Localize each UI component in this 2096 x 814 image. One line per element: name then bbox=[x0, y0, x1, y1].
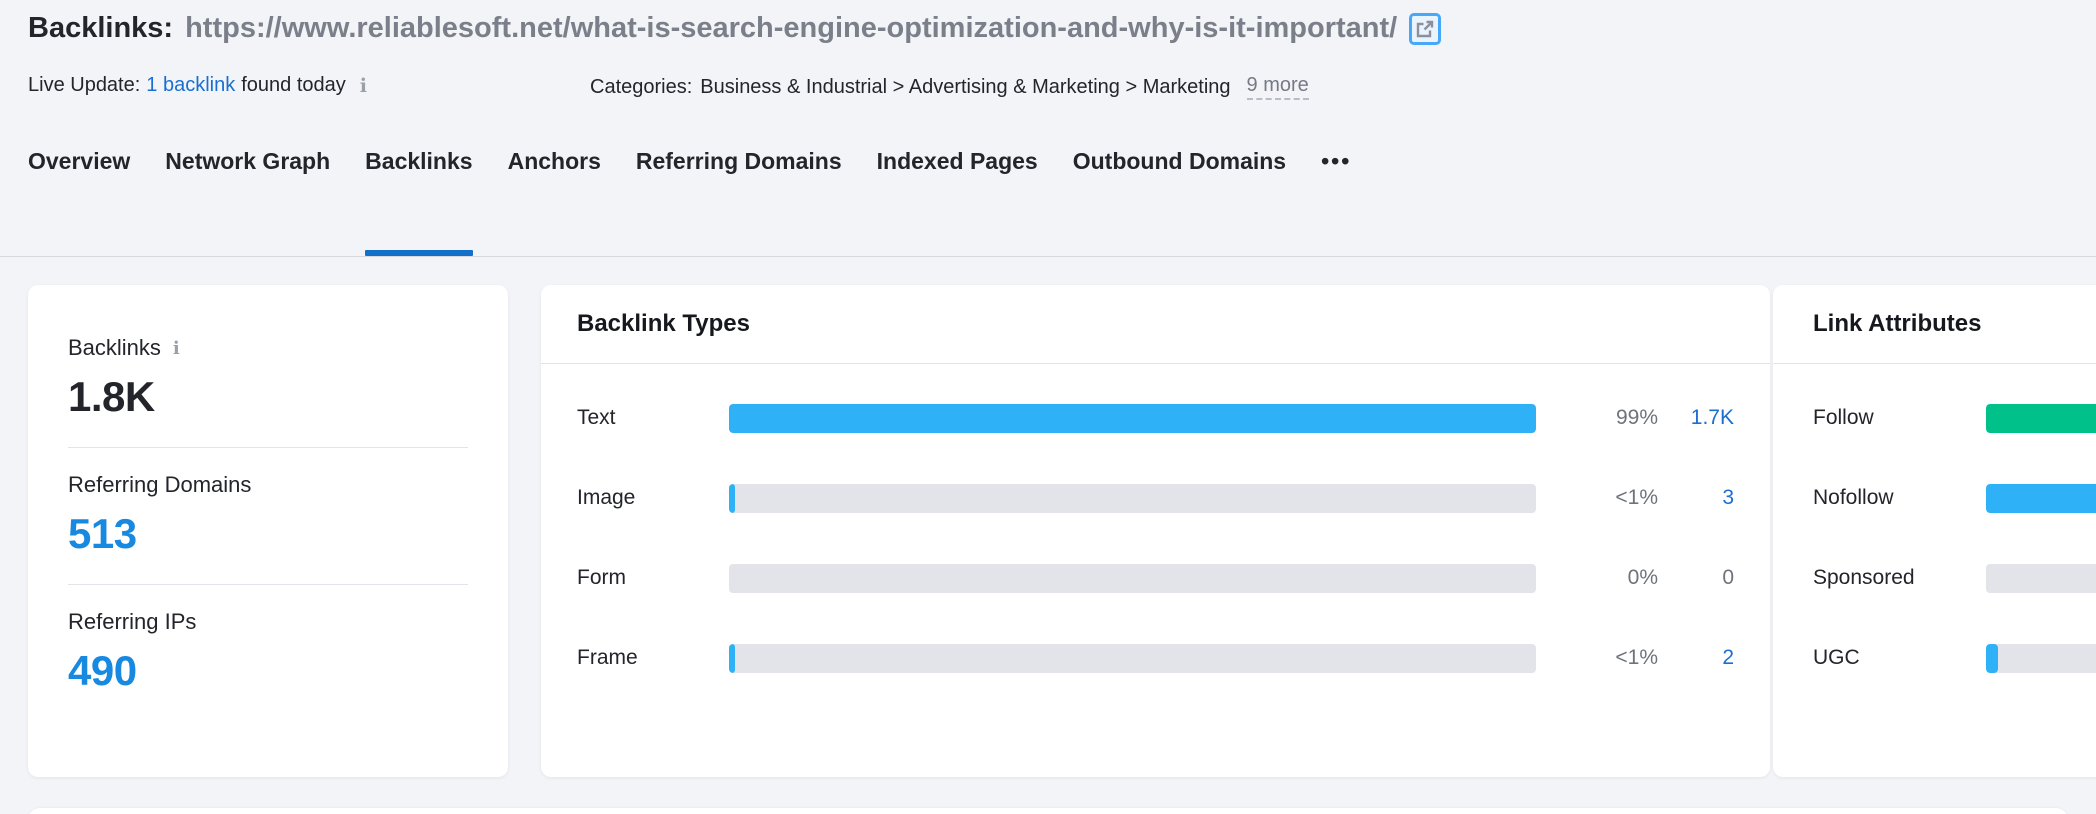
row-label: Frame bbox=[577, 646, 638, 669]
tabs-overflow-icon[interactable]: ••• bbox=[1321, 148, 1352, 174]
backlink-type-row-image: Image <1% 3 bbox=[577, 458, 1734, 538]
live-update-suffix: found today bbox=[241, 74, 346, 96]
bar-fill bbox=[1986, 403, 2096, 433]
next-section-card-sliver bbox=[28, 808, 2068, 814]
page-title: Backlinks: https://www.reliablesoft.net/… bbox=[28, 12, 1442, 45]
bar-track bbox=[1986, 643, 2096, 673]
row-label: Form bbox=[577, 566, 626, 589]
row-percent: 99% bbox=[1615, 406, 1658, 429]
row-label: Nofollow bbox=[1813, 486, 1894, 509]
row-value-link[interactable]: 3 bbox=[1722, 486, 1734, 509]
tab-network-graph[interactable]: Network Graph bbox=[165, 148, 331, 174]
bar-fill bbox=[729, 483, 736, 513]
tab-outbound-domains[interactable]: Outbound Domains bbox=[1072, 148, 1287, 174]
categories-line: Categories: Business & Industrial > Adve… bbox=[590, 74, 1309, 100]
row-label: Text bbox=[577, 406, 616, 429]
backlink-type-row-form: Form 0% 0 bbox=[577, 538, 1734, 618]
backlink-type-row-frame: Frame <1% 2 bbox=[577, 618, 1734, 698]
tab-referring-domains[interactable]: Referring Domains bbox=[635, 148, 842, 174]
metric-value-backlinks: 1.8K bbox=[68, 373, 155, 420]
row-label: Sponsored bbox=[1813, 566, 1915, 589]
divider bbox=[68, 447, 468, 448]
link-attr-row-ugc: UGC bbox=[1813, 618, 2096, 698]
bar-fill bbox=[729, 643, 736, 673]
row-value-link[interactable]: 1.7K bbox=[1690, 406, 1734, 429]
info-icon[interactable]: i bbox=[172, 337, 180, 359]
row-percent: 0% bbox=[1627, 566, 1658, 589]
backlink-types-body: Text 99% 1.7K Image <1% 3 Form bbox=[541, 364, 1770, 698]
row-label: Image bbox=[577, 486, 636, 509]
open-url-button[interactable] bbox=[1409, 12, 1442, 45]
page-title-label: Backlinks: bbox=[28, 12, 174, 44]
info-icon[interactable]: i bbox=[359, 74, 367, 97]
metric-label-text: Referring Domains bbox=[68, 472, 252, 497]
tabs-divider bbox=[0, 256, 2096, 257]
tab-indexed-pages[interactable]: Indexed Pages bbox=[876, 148, 1038, 174]
backlink-types-card: Backlink Types Text 99% 1.7K Image <1% 3… bbox=[541, 285, 1770, 777]
backlink-types-title: Backlink Types bbox=[541, 285, 1770, 364]
link-attributes-body: Follow Nofollow Sponsored UGC bbox=[1773, 364, 2096, 698]
external-link-icon bbox=[1417, 20, 1434, 37]
bar-track bbox=[729, 643, 1536, 673]
metric-value-referring-ips[interactable]: 490 bbox=[68, 647, 137, 694]
metric-label-referring-domains: Referring Domains bbox=[68, 472, 468, 498]
row-label: Follow bbox=[1813, 406, 1874, 429]
tab-overview[interactable]: Overview bbox=[28, 148, 131, 174]
tab-backlinks[interactable]: Backlinks bbox=[365, 148, 473, 256]
bar-track bbox=[1986, 563, 2096, 593]
metric-value-referring-domains[interactable]: 513 bbox=[68, 510, 137, 557]
metric-label-backlinks: Backlinks i bbox=[68, 335, 468, 361]
link-attr-row-sponsored: Sponsored bbox=[1813, 538, 2096, 618]
link-attr-row-follow: Follow bbox=[1813, 378, 2096, 458]
bar-fill bbox=[729, 403, 1536, 433]
row-percent: <1% bbox=[1615, 646, 1658, 669]
row-label: UGC bbox=[1813, 646, 1860, 669]
live-update-label: Live Update: bbox=[28, 74, 141, 96]
backlink-type-row-text: Text 99% 1.7K bbox=[577, 378, 1734, 458]
row-value: 0 bbox=[1722, 566, 1734, 589]
bar-track bbox=[729, 403, 1536, 433]
summary-card: Backlinks i 1.8K Referring Domains 513 R… bbox=[28, 285, 508, 777]
categories-more-link[interactable]: 9 more bbox=[1246, 74, 1309, 100]
metric-label-text: Referring IPs bbox=[68, 609, 197, 634]
link-attributes-card: Link Attributes Follow Nofollow Sponsore… bbox=[1773, 285, 2096, 777]
bar-fill bbox=[1986, 643, 1999, 673]
live-update-link[interactable]: 1 backlink bbox=[146, 74, 236, 96]
metric-label-referring-ips: Referring IPs bbox=[68, 609, 468, 635]
metric-label-text: Backlinks bbox=[68, 335, 161, 360]
categories-path: Business & Industrial > Advertising & Ma… bbox=[700, 75, 1231, 98]
divider bbox=[68, 584, 468, 585]
row-percent: <1% bbox=[1615, 486, 1658, 509]
bar-track bbox=[1986, 403, 2096, 433]
row-value-link[interactable]: 2 bbox=[1722, 646, 1734, 669]
report-tabs: Overview Network Graph Backlinks Anchors… bbox=[28, 148, 1352, 256]
tab-anchors[interactable]: Anchors bbox=[507, 148, 601, 174]
bar-fill bbox=[1986, 483, 2096, 513]
link-attr-row-nofollow: Nofollow bbox=[1813, 458, 2096, 538]
categories-label: Categories: bbox=[590, 75, 693, 98]
bar-track bbox=[729, 563, 1536, 593]
bar-track bbox=[729, 483, 1536, 513]
live-update-line: Live Update: 1 backlink found today i bbox=[28, 74, 367, 97]
bar-track bbox=[1986, 483, 2096, 513]
link-attributes-title: Link Attributes bbox=[1773, 285, 2096, 364]
analyzed-url: https://www.reliablesoft.net/what-is-sea… bbox=[185, 12, 1398, 44]
